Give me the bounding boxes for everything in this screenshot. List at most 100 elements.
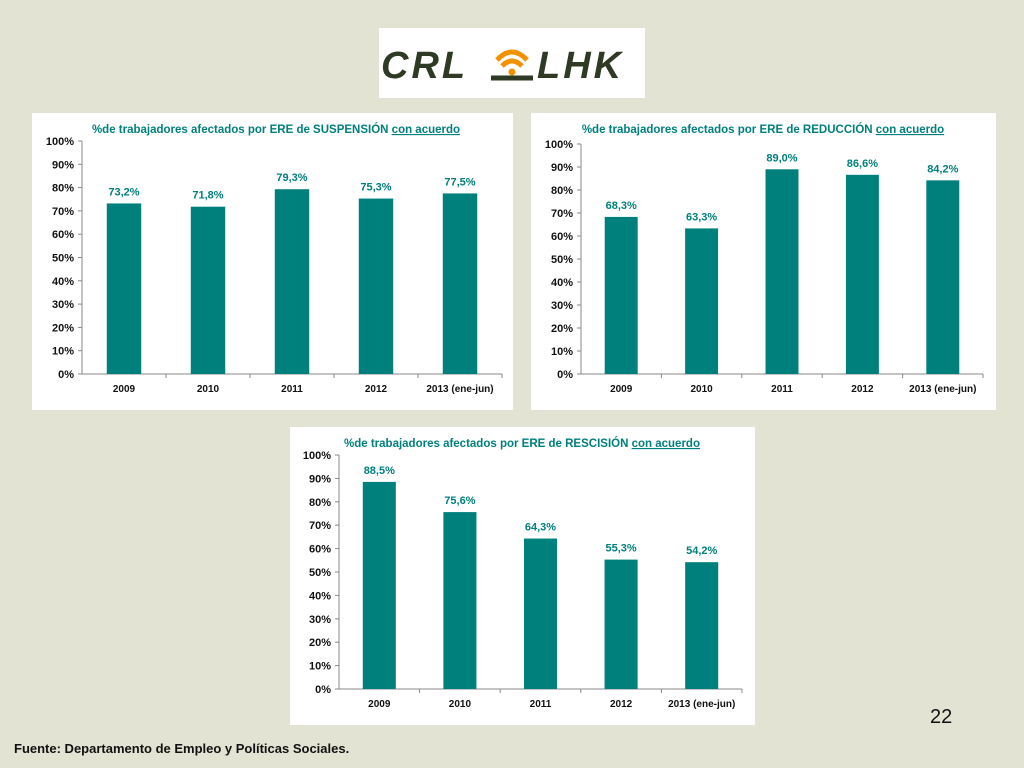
logo-right-text: LHK bbox=[537, 45, 624, 87]
y-tick-label: 30% bbox=[309, 614, 331, 626]
logo-left-text: CRL bbox=[381, 45, 468, 87]
y-tick-label: 0% bbox=[557, 369, 573, 381]
y-tick-label: 60% bbox=[551, 231, 573, 243]
source-note: Fuente: Departamento de Empleo y Polític… bbox=[14, 741, 350, 756]
x-tick-label: 2010 bbox=[197, 384, 220, 395]
chart-title-main: %de trabajadores afectados por ERE de RE… bbox=[344, 437, 632, 450]
bar bbox=[765, 169, 799, 374]
y-tick-label: 30% bbox=[551, 300, 573, 312]
y-tick-label: 20% bbox=[52, 322, 74, 334]
x-tick-label: 2010 bbox=[690, 384, 713, 395]
x-tick-label: 2013 (ene-jun) bbox=[426, 384, 493, 395]
data-label: 88,5% bbox=[364, 465, 395, 477]
chart-title: %de trabajadores afectados por ERE de SU… bbox=[92, 123, 460, 136]
y-tick-label: 90% bbox=[52, 159, 74, 171]
wifi-icon bbox=[491, 49, 533, 81]
x-tick-label: 2009 bbox=[610, 384, 633, 395]
x-tick-label: 2010 bbox=[449, 699, 472, 710]
x-tick-label: 2009 bbox=[113, 384, 136, 395]
data-label: 79,3% bbox=[276, 172, 307, 184]
data-label: 68,3% bbox=[606, 200, 637, 212]
data-label: 64,3% bbox=[525, 522, 556, 534]
x-tick-label: 2009 bbox=[368, 699, 391, 710]
y-tick-label: 20% bbox=[309, 637, 331, 649]
bar bbox=[845, 174, 879, 374]
chart-panel-rescision: %de trabajadores afectados por ERE de RE… bbox=[290, 427, 755, 725]
data-label: 55,3% bbox=[605, 543, 636, 555]
chart-title-underlined: con acuerdo bbox=[392, 124, 460, 136]
y-tick-label: 40% bbox=[309, 590, 331, 602]
bar bbox=[604, 559, 638, 689]
x-tick-label: 2013 (ene-jun) bbox=[909, 384, 976, 395]
y-tick-label: 100% bbox=[545, 139, 573, 151]
bar bbox=[362, 481, 396, 689]
chart-panel-suspension: %de trabajadores afectados por ERE de SU… bbox=[32, 113, 513, 410]
chart-reduccion: %de trabajadores afectados por ERE de RE… bbox=[545, 123, 984, 395]
x-tick-label: 2012 bbox=[365, 384, 388, 395]
chart-suspension: %de trabajadores afectados por ERE de SU… bbox=[46, 123, 503, 395]
data-label: 75,6% bbox=[444, 495, 475, 507]
y-tick-label: 40% bbox=[52, 276, 74, 288]
data-label: 63,3% bbox=[686, 211, 717, 223]
chart-title: %de trabajadores afectados por ERE de RE… bbox=[582, 123, 944, 136]
bar bbox=[926, 180, 960, 374]
y-tick-label: 70% bbox=[551, 208, 573, 220]
chart-title-main: %de trabajadores afectados por ERE de SU… bbox=[92, 123, 392, 136]
page-number: 22 bbox=[930, 706, 953, 728]
y-tick-label: 50% bbox=[52, 253, 74, 265]
data-label: 75,3% bbox=[360, 182, 391, 194]
data-label: 89,0% bbox=[766, 152, 797, 164]
y-tick-label: 70% bbox=[309, 520, 331, 532]
y-tick-label: 50% bbox=[309, 567, 331, 579]
y-tick-label: 10% bbox=[551, 346, 573, 358]
data-label: 86,6% bbox=[847, 158, 878, 170]
bar bbox=[274, 189, 310, 374]
y-tick-label: 0% bbox=[58, 369, 74, 381]
chart-title-main: %de trabajadores afectados por ERE de RE… bbox=[582, 123, 876, 136]
x-tick-label: 2012 bbox=[610, 699, 633, 710]
y-tick-label: 70% bbox=[52, 206, 74, 218]
y-tick-label: 60% bbox=[52, 229, 74, 241]
bar bbox=[685, 562, 719, 689]
x-tick-label: 2011 bbox=[530, 699, 552, 710]
data-label: 84,2% bbox=[927, 163, 958, 175]
data-label: 73,2% bbox=[108, 186, 139, 198]
y-tick-label: 0% bbox=[315, 684, 331, 696]
chart-panel-reduccion: %de trabajadores afectados por ERE de RE… bbox=[531, 113, 996, 410]
data-label: 54,2% bbox=[686, 545, 717, 557]
data-label: 77,5% bbox=[444, 176, 475, 188]
y-tick-label: 20% bbox=[551, 323, 573, 335]
y-tick-label: 80% bbox=[551, 185, 573, 197]
x-tick-label: 2012 bbox=[851, 384, 874, 395]
y-tick-label: 80% bbox=[309, 497, 331, 509]
y-tick-label: 100% bbox=[46, 136, 74, 148]
crl-lhk-logo: CRL LHK bbox=[381, 45, 624, 87]
bar bbox=[685, 228, 719, 374]
chart-title-underlined: con acuerdo bbox=[632, 438, 700, 450]
x-tick-label: 2011 bbox=[771, 384, 793, 395]
x-tick-label: 2011 bbox=[281, 384, 303, 395]
y-tick-label: 100% bbox=[303, 450, 331, 462]
y-tick-label: 90% bbox=[551, 162, 573, 174]
y-tick-label: 60% bbox=[309, 544, 331, 556]
bar bbox=[523, 538, 558, 689]
logo: CRL LHK bbox=[379, 28, 645, 98]
chart-title-underlined: con acuerdo bbox=[876, 124, 944, 136]
data-label: 71,8% bbox=[192, 190, 223, 202]
y-tick-label: 10% bbox=[309, 661, 331, 673]
y-tick-label: 50% bbox=[551, 254, 573, 266]
y-tick-label: 90% bbox=[309, 473, 331, 485]
y-tick-label: 30% bbox=[52, 299, 74, 311]
y-tick-label: 40% bbox=[551, 277, 573, 289]
bar bbox=[443, 512, 477, 689]
chart-rescision: %de trabajadores afectados por ERE de RE… bbox=[303, 437, 743, 710]
bar bbox=[106, 203, 142, 374]
bar bbox=[358, 198, 394, 374]
bar bbox=[604, 216, 638, 374]
bar bbox=[442, 193, 478, 374]
y-tick-label: 10% bbox=[52, 346, 74, 358]
x-tick-label: 2013 (ene-jun) bbox=[668, 699, 735, 710]
chart-title: %de trabajadores afectados por ERE de RE… bbox=[344, 437, 700, 450]
y-tick-label: 80% bbox=[52, 183, 74, 195]
bar bbox=[190, 206, 226, 374]
